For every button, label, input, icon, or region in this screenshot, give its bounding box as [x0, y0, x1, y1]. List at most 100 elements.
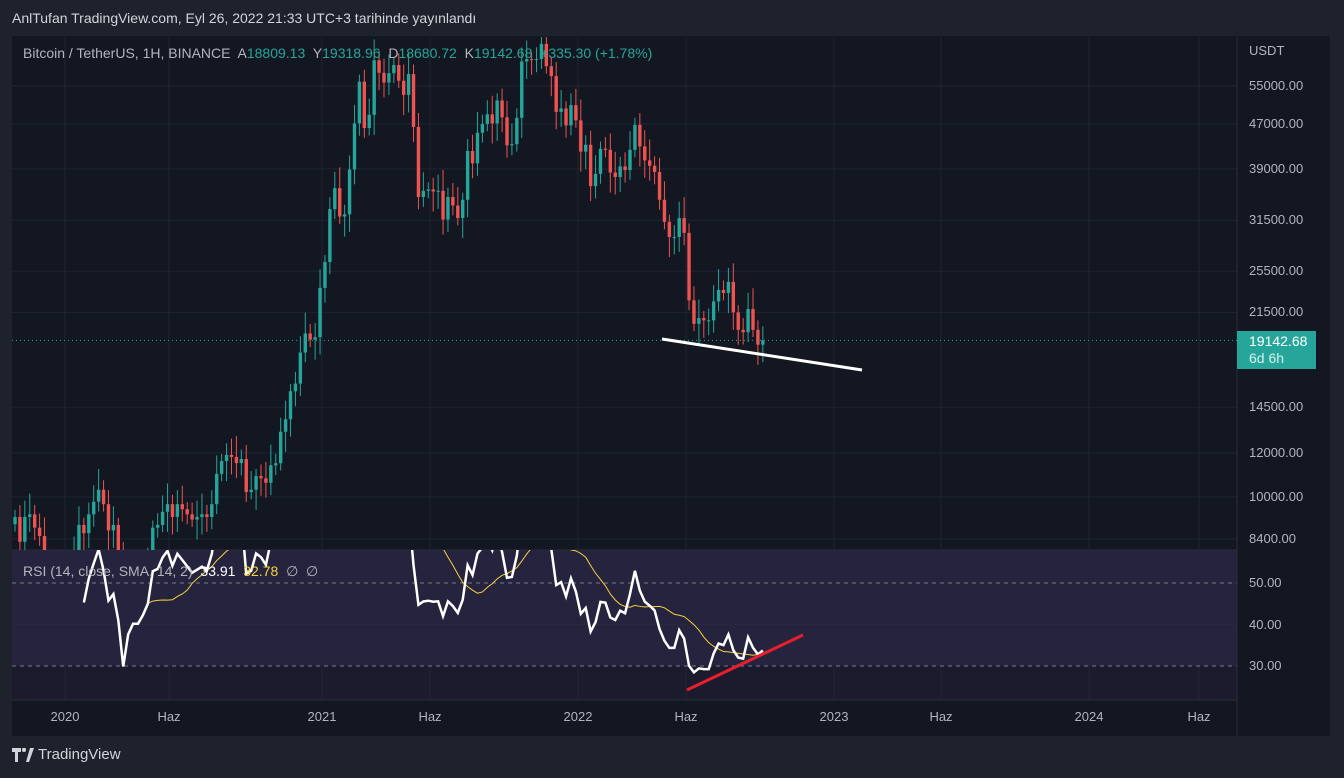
candle-up [436, 190, 440, 192]
candle-up [249, 489, 253, 493]
candle-down [362, 81, 367, 129]
candle-up [111, 524, 116, 531]
candle-down [106, 504, 111, 531]
candle-down [741, 329, 745, 333]
candle-up [746, 309, 750, 333]
candle-up [224, 454, 229, 462]
candle-down [623, 166, 627, 171]
candle-down [687, 232, 691, 301]
candle-down [180, 504, 184, 510]
candle-down [308, 333, 312, 340]
candle-down [692, 300, 696, 324]
candle-up [406, 74, 411, 95]
candle-down [470, 150, 475, 164]
low-label: D [388, 45, 399, 61]
high-label: Y [312, 45, 323, 61]
candle-up [510, 144, 514, 146]
last-price-label: 19142.68 6d 6h [1237, 331, 1316, 369]
candle-down [564, 108, 568, 126]
candle-up [151, 527, 155, 550]
bar-countdown: 6d 6h [1249, 350, 1285, 366]
candle-down [42, 536, 47, 550]
candle-down [338, 188, 342, 217]
candle-down [431, 189, 435, 192]
candle-down [544, 43, 549, 67]
candle-up [446, 197, 450, 220]
candle-down [756, 329, 760, 345]
open-label: A [237, 45, 247, 61]
candle-up [598, 148, 603, 174]
candle-down [529, 59, 534, 61]
symbol-name: Bitcoin / TetherUS, 1H, BINANCE [23, 45, 231, 61]
brand-name: TradingView [38, 746, 121, 763]
candle-up [215, 473, 219, 505]
candles [13, 37, 765, 550]
candle-up [387, 73, 391, 83]
candle-up [539, 43, 544, 60]
last-price-value: 19142.68 [1249, 333, 1308, 349]
candle-up [175, 504, 180, 517]
candle-up [367, 114, 371, 129]
candle-up [593, 173, 598, 187]
trendline-price [661, 337, 863, 372]
candle-down [416, 126, 421, 198]
candle-down [608, 149, 613, 173]
candle-down [32, 514, 37, 528]
rsi-band [12, 550, 1237, 666]
candle-up [165, 504, 170, 512]
rsi-na-1: ∅ [286, 563, 299, 579]
rsi-tick-label: 40.00 [1249, 616, 1282, 632]
candle-up [323, 261, 327, 288]
time-tick-label: 2020 [50, 709, 80, 724]
rsi-value: 33.91 [200, 563, 236, 579]
candle-down [244, 459, 248, 493]
price-tick-label: 10000.00 [1249, 488, 1304, 504]
candle-down [667, 221, 672, 237]
low-value: 18680.72 [398, 45, 457, 61]
candle-down [652, 165, 657, 172]
candle-up [677, 218, 681, 237]
candle-down [613, 172, 617, 178]
candle-up [352, 123, 357, 170]
price-tick-label: 12000.00 [1249, 444, 1304, 460]
time-tick-label: 2024 [1074, 709, 1104, 724]
candle-up [283, 419, 288, 432]
candle-down [18, 516, 22, 542]
candle-up [92, 501, 96, 515]
candle-up [87, 514, 91, 534]
candle-up [239, 459, 244, 464]
candle-up [707, 320, 711, 322]
candle-up [569, 105, 573, 126]
candle-up [269, 465, 273, 483]
candle-down [264, 478, 268, 483]
tradingview-logo[interactable]: TradingView [12, 746, 121, 763]
tradingview-logo-icon [12, 747, 34, 762]
publish-title: AnlTufan TradingView.com, Eyl 26, 2022 2… [12, 10, 477, 26]
candle-up [465, 150, 470, 200]
candle-up [672, 236, 676, 238]
candle-up [711, 301, 716, 321]
symbol-legend: Bitcoin / TetherUS, 1H, BINANCE A18809.1… [23, 45, 652, 61]
candle-down [505, 117, 509, 146]
candle-down [500, 100, 504, 118]
candle-down [101, 489, 106, 505]
candle-up [333, 188, 337, 210]
time-tick-label: Haz [1187, 709, 1211, 724]
candle-up [347, 169, 352, 215]
candle-down [603, 148, 608, 150]
candle-up [475, 132, 480, 164]
candle-down [657, 171, 662, 200]
candle-down [721, 289, 726, 293]
candle-down [401, 80, 406, 95]
candle-up [278, 431, 283, 464]
candle-down [490, 114, 494, 124]
time-tick-label: Haz [418, 709, 442, 724]
candle-up [160, 511, 165, 525]
candle-up [200, 514, 204, 517]
candle-up [372, 60, 376, 115]
candle-up [293, 383, 298, 392]
time-tick-label: Haz [157, 709, 181, 724]
candle-up [357, 81, 362, 124]
candle-up [219, 461, 224, 474]
